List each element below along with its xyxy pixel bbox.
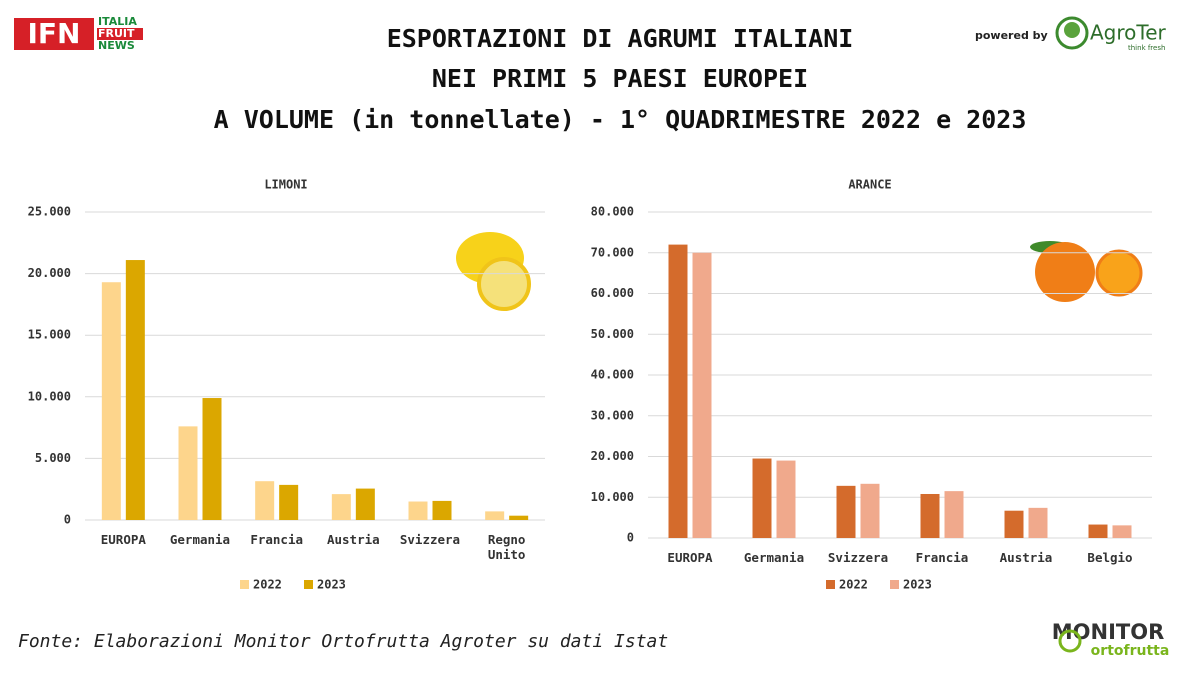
x-tick-label: EUROPA: [100, 532, 146, 547]
y-tick-label: 70.000: [591, 245, 634, 259]
x-tick-label: Francia: [250, 532, 303, 547]
y-tick-label: 25.000: [28, 205, 71, 219]
logo-text: ortofrutta: [1091, 643, 1170, 659]
legend-label: 2022: [253, 578, 282, 592]
y-tick-label: 40.000: [591, 368, 634, 382]
x-tick-label: Austria: [999, 550, 1053, 565]
bar: [331, 494, 351, 520]
y-tick-label: 0: [627, 531, 634, 545]
bar: [178, 426, 198, 520]
y-tick-label: 10.000: [591, 490, 634, 504]
logo-text: NEWS: [98, 39, 135, 52]
legend-label: 2023: [903, 578, 932, 592]
legend-swatch: [890, 580, 899, 589]
x-tick-label: Germania: [169, 532, 231, 547]
bar: [355, 488, 375, 520]
legend-swatch: [304, 580, 313, 589]
y-tick-label: 20.000: [591, 449, 634, 463]
y-tick-label: 60.000: [591, 286, 634, 300]
x-tick-label: Francia: [915, 550, 969, 565]
bar: [860, 483, 880, 538]
x-tick-label: Svizzera: [399, 532, 461, 547]
logo-box: [14, 18, 94, 50]
y-tick-label: 20.000: [28, 266, 71, 280]
bar: [255, 481, 275, 520]
orange-icon: [1035, 242, 1095, 302]
title: ESPORTAZIONI DI AGRUMI ITALIANI: [387, 24, 854, 53]
bar: [485, 511, 505, 520]
y-tick-label: 10.000: [28, 389, 71, 403]
legend-swatch: [826, 580, 835, 589]
bar: [279, 484, 299, 520]
title: NEI PRIMI 5 PAESI EUROPEI: [432, 64, 808, 93]
title: A VOLUME (in tonnellate) - 1° QUADRIMEST…: [214, 105, 1027, 134]
orange-icon: [1095, 249, 1143, 297]
bar: [1112, 525, 1132, 538]
legend-label: 2022: [839, 578, 868, 592]
bar: [944, 491, 964, 538]
x-tick-label: Germania: [743, 550, 805, 565]
lemon-icon: [477, 257, 531, 311]
logo-text: powered by: [975, 29, 1048, 42]
chart-title: ARANCE: [848, 178, 891, 192]
logo-text: AgroTer: [1090, 21, 1167, 45]
logo-icon: [1058, 629, 1082, 653]
x-tick-label: EUROPA: [667, 550, 713, 565]
bar: [1004, 510, 1024, 538]
bar: [101, 282, 121, 520]
bar: [202, 398, 222, 520]
bar: [408, 501, 428, 520]
logo-text: think fresh: [1128, 44, 1165, 52]
bar: [668, 244, 688, 538]
bar: [125, 260, 145, 520]
bar: [776, 460, 796, 538]
y-tick-label: 30.000: [591, 408, 634, 422]
logo-box: [97, 28, 143, 40]
logo-text: IFN: [28, 17, 81, 50]
bar: [1028, 507, 1048, 538]
x-tick-label: Belgio: [1087, 550, 1133, 565]
x-tick-label: Svizzera: [827, 550, 889, 565]
bar: [509, 515, 529, 520]
y-tick-label: 0: [64, 513, 71, 527]
y-tick-label: 50.000: [591, 327, 634, 341]
bar: [1088, 524, 1108, 538]
bar: [920, 493, 940, 538]
logo-icon: [1064, 22, 1080, 38]
source: Fonte: Elaborazioni Monitor Ortofrutta A…: [18, 631, 668, 652]
bar: [752, 458, 772, 538]
y-tick-label: 80.000: [591, 205, 634, 219]
bar: [692, 252, 712, 538]
logo-text: ITALIA: [98, 15, 137, 28]
legend-label: 2023: [317, 578, 346, 592]
bar: [432, 500, 452, 520]
chart-title: LIMONI: [264, 178, 307, 192]
y-tick-label: 5.000: [35, 451, 71, 465]
x-tick-label: Austria: [326, 532, 380, 547]
legend-swatch: [240, 580, 249, 589]
y-tick-label: 15.000: [28, 328, 71, 342]
x-tick-label: Regno Unito: [487, 532, 526, 562]
bar: [836, 485, 856, 538]
logo-text: FRUIT: [98, 27, 135, 40]
